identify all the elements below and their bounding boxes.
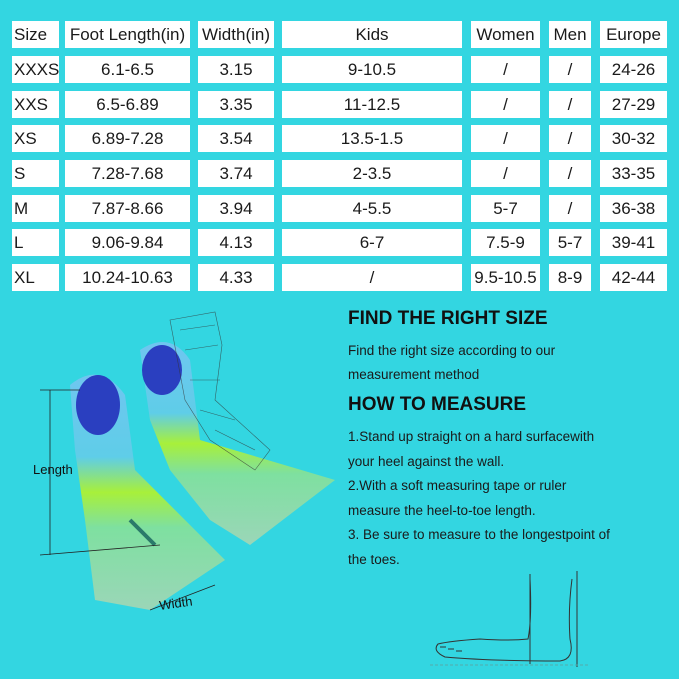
back-fin (140, 342, 335, 545)
cell-size: XXXS (12, 56, 59, 83)
find-size-line-2: measurement method (348, 367, 480, 382)
cell-europe: 24-26 (600, 56, 667, 83)
cell-foot-length: 6.5-6.89 (65, 91, 190, 118)
cell-women: 9.5-10.5 (471, 264, 540, 291)
cell-europe: 36-38 (600, 195, 667, 222)
cell-europe: 39-41 (600, 229, 667, 256)
cell-kids: 4-5.5 (282, 195, 462, 222)
cell-foot-length: 6.1-6.5 (65, 56, 190, 83)
cell-size: L (12, 229, 59, 256)
cell-kids: 2-3.5 (282, 160, 462, 187)
cell-kids: 11-12.5 (282, 91, 462, 118)
how-to-line-6: the toes. (348, 552, 400, 567)
wire-foot (169, 311, 271, 471)
cell-size: M (12, 195, 59, 222)
cell-men: / (549, 125, 591, 152)
how-to-title: HOW TO MEASURE (348, 394, 527, 415)
cell-width: 3.94 (198, 195, 274, 222)
cell-men: / (549, 160, 591, 187)
header-size: Size (12, 21, 59, 48)
how-to-line-4: measure the heel-to-toe length. (348, 503, 536, 518)
cell-foot-length: 9.06-9.84 (65, 229, 190, 256)
front-fin (70, 374, 225, 610)
cell-foot-length: 10.24-10.63 (65, 264, 190, 291)
how-to-line-3: 2.With a soft measuring tape or ruler (348, 478, 567, 493)
cell-men: / (549, 91, 591, 118)
cell-europe: 30-32 (600, 125, 667, 152)
cell-europe: 27-29 (600, 91, 667, 118)
cell-foot-length: 7.87-8.66 (65, 195, 190, 222)
cell-europe: 33-35 (600, 160, 667, 187)
width-label: Width (158, 593, 193, 612)
cell-size: XXS (12, 91, 59, 118)
cell-foot-length: 7.28-7.68 (65, 160, 190, 187)
cell-width: 3.15 (198, 56, 274, 83)
how-to-line-2: your heel against the wall. (348, 454, 505, 469)
find-size-line-1: Find the right size according to our (348, 343, 556, 358)
cell-women: / (471, 160, 540, 187)
cell-size: S (12, 160, 59, 187)
header-women: Women (471, 21, 540, 48)
header-kids: Kids (282, 21, 462, 48)
cell-width: 3.54 (198, 125, 274, 152)
cell-foot-length: 6.89-7.28 (65, 125, 190, 152)
header-men: Men (549, 21, 591, 48)
cell-size: XS (12, 125, 59, 152)
cell-width: 3.35 (198, 91, 274, 118)
cell-women: / (471, 91, 540, 118)
cell-women: 5-7 (471, 195, 540, 222)
how-to-line-1: 1.Stand up straight on a hard surfacewit… (348, 429, 595, 444)
find-size-title: FIND THE RIGHT SIZE (348, 308, 548, 329)
cell-europe: 42-44 (600, 264, 667, 291)
cell-kids: / (282, 264, 462, 291)
cell-men: 8-9 (549, 264, 591, 291)
cell-kids: 13.5-1.5 (282, 125, 462, 152)
cell-women: / (471, 56, 540, 83)
cell-men: 5-7 (549, 229, 591, 256)
fins-illustration: Length Width (33, 311, 335, 613)
cell-women: / (471, 125, 540, 152)
cell-men: / (549, 195, 591, 222)
length-label: Length (33, 462, 73, 477)
cell-size: XL (12, 264, 59, 291)
cell-width: 4.33 (198, 264, 274, 291)
foot-measure-illustration (430, 571, 590, 667)
header-width: Width(in) (198, 21, 274, 48)
header-foot-length: Foot Length(in) (65, 21, 190, 48)
cell-women: 7.5-9 (471, 229, 540, 256)
cell-men: / (549, 56, 591, 83)
measure-lines (39, 389, 216, 611)
cell-kids: 9-10.5 (282, 56, 462, 83)
cell-width: 3.74 (198, 160, 274, 187)
header-europe: Europe (600, 21, 667, 48)
cell-kids: 6-7 (282, 229, 462, 256)
cell-width: 4.13 (198, 229, 274, 256)
how-to-line-5: 3. Be sure to measure to the longestpoin… (348, 527, 610, 542)
